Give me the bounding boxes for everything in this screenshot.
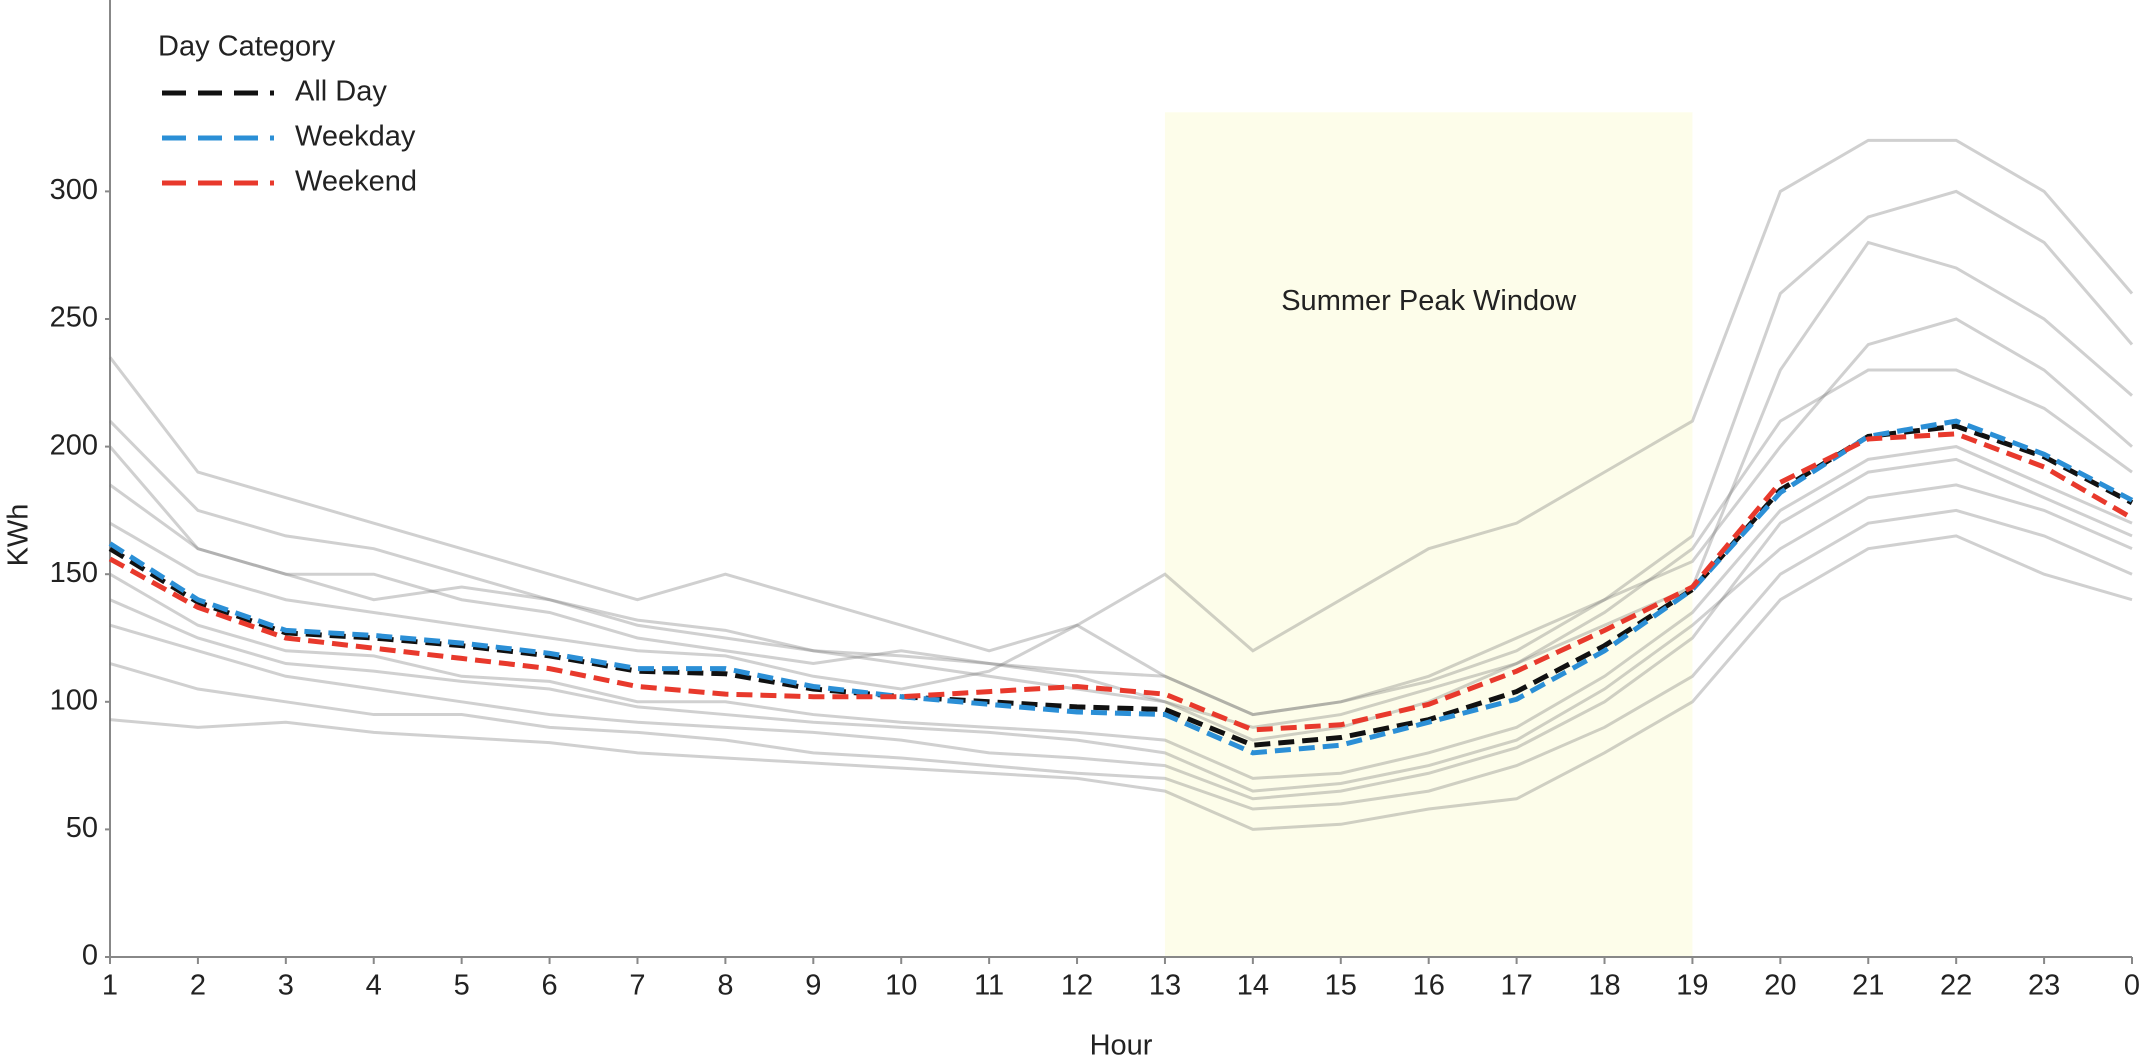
x-tick-label: 4 [366,970,382,1002]
day-line [109,368,2133,742]
x-tick-label: 13 [1149,970,1181,1002]
x-axis-title: Hour [1090,1030,1153,1062]
y-tick-label: 150 [50,557,98,589]
x-tick-label: 17 [1500,970,1532,1002]
x-tick-label: 14 [1237,970,1269,1002]
x-tick-label: 8 [717,970,733,1002]
shaded-region [1164,112,1693,957]
x-tick-label: 5 [454,970,470,1002]
day-line [109,534,2133,831]
x-tick-label: 21 [1852,970,1884,1002]
legend-label: Weekend [295,166,417,198]
day-line [109,317,2133,717]
x-tick-label: 1 [102,970,118,1002]
series-line [108,418,2134,756]
series-line [108,423,2134,748]
day-line [109,483,2133,793]
series-line [108,431,2134,733]
x-tick-label: 10 [885,970,917,1002]
y-tick-label: 0 [82,940,98,972]
shaded-region-label: Summer Peak Window [1281,285,1577,317]
x-tick-label: 0 [2124,970,2140,1002]
x-tick-label: 23 [2028,970,2060,1002]
y-tick-label: 100 [50,684,98,716]
y-tick-label: 200 [50,429,98,461]
x-tick-label: 2 [190,970,206,1002]
y-tick-label: 50 [66,812,98,844]
x-tick-label: 18 [1588,970,1620,1002]
day-line [109,508,2133,811]
x-tick-label: 6 [541,970,557,1002]
x-tick-label: 22 [1940,970,1972,1002]
day-line [108,189,2134,717]
x-tick-label: 3 [278,970,294,1002]
x-tick-label: 12 [1061,970,1093,1002]
x-tick-label: 16 [1413,970,1445,1002]
legend-title: Day Category [158,31,336,63]
y-axis-title: KWh [3,504,35,567]
y-tick-label: 300 [50,174,98,206]
x-tick-label: 15 [1325,970,1357,1002]
day-line [108,240,2133,729]
legend-label: Weekday [295,121,416,153]
y-tick-label: 250 [50,302,98,334]
x-tick-label: 7 [629,970,645,1002]
legend-label: All Day [295,76,387,108]
x-tick-label: 9 [805,970,821,1002]
x-tick-label: 20 [1764,970,1796,1002]
x-tick-label: 11 [974,970,1004,1002]
day-line [109,445,2133,780]
day-line [109,457,2133,801]
x-tick-label: 19 [1676,970,1708,1002]
day-line [108,138,2134,653]
